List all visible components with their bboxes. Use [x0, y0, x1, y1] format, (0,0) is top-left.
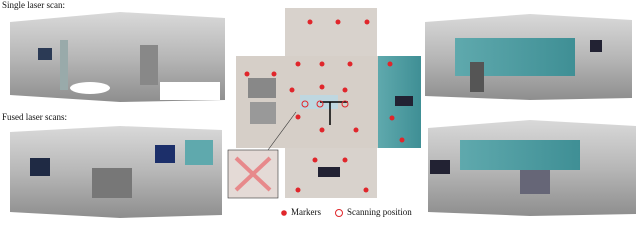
single-scan-right	[425, 14, 632, 100]
legend-marker-icon	[281, 210, 287, 216]
figure: Single laser scan: Fused laser scans:	[2, 0, 636, 218]
fused-scan-right	[428, 120, 636, 216]
legend-scanning-position: Scanning position	[347, 207, 412, 217]
fused-scan-left	[10, 126, 222, 218]
label-fused: Fused laser scans:	[2, 112, 67, 122]
legend-scan-icon	[335, 209, 343, 217]
inset	[227, 111, 297, 199]
floor-plan	[236, 8, 421, 198]
label-single: Single laser scan:	[2, 0, 65, 10]
legend-markers: Markers	[291, 207, 321, 217]
single-scan-left	[10, 12, 225, 102]
